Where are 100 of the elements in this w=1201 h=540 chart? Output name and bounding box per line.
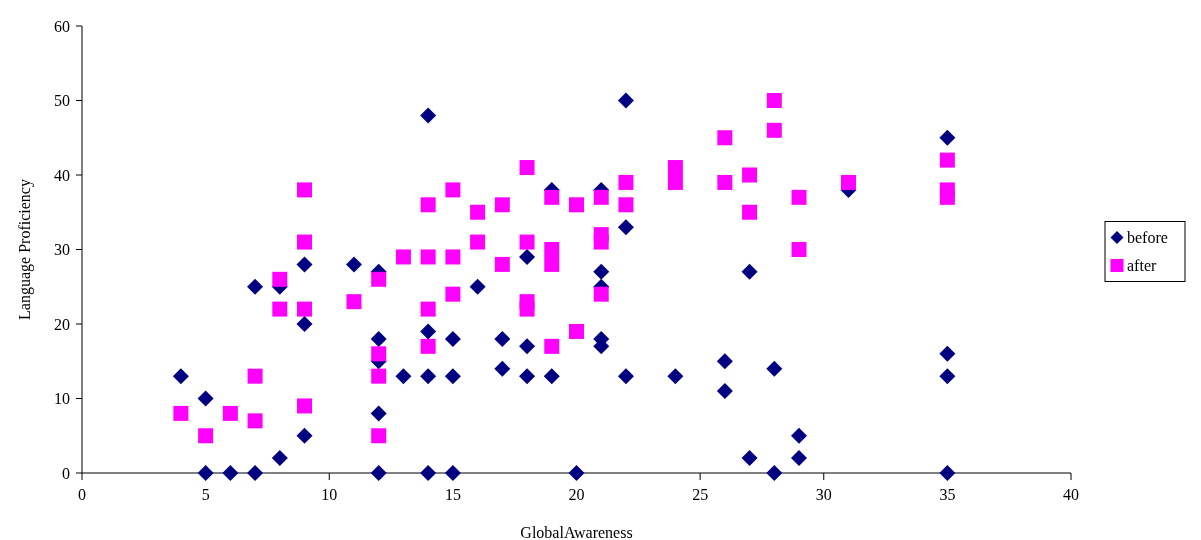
point [345,256,362,273]
point [222,465,239,481]
point [741,450,758,467]
point [197,465,214,481]
point [593,234,609,250]
point [173,405,189,421]
point [716,353,733,370]
point [840,174,856,190]
point [717,174,733,190]
point [741,263,758,280]
point [420,197,436,213]
y-tick-label: 0 [62,464,70,482]
point [543,368,560,385]
point [791,242,807,257]
point [593,286,609,302]
point [544,189,560,205]
point [420,301,436,317]
point [791,427,808,444]
point [766,93,782,108]
point [371,271,387,287]
point [247,465,264,481]
x-tick-label: 10 [321,486,338,503]
point [544,242,560,257]
point [222,405,238,421]
point [791,189,807,205]
point [939,189,955,205]
point [939,152,955,168]
point [197,390,214,407]
point [271,450,288,467]
y-tick-label: 50 [54,92,70,110]
point [296,316,313,332]
point [766,122,782,138]
point [617,92,634,109]
point [297,182,313,198]
point [444,330,461,347]
x-tick-label: 35 [939,486,956,503]
point [519,368,536,385]
x-tick-label: 40 [1063,486,1079,503]
point [420,323,437,340]
point [544,338,560,354]
point [420,338,436,354]
point [296,256,313,273]
point [247,278,264,295]
point [370,330,387,347]
point [469,278,486,295]
point [519,338,536,355]
x-tick-label: 25 [692,486,709,503]
point [272,301,288,317]
x-tick-label: 0 [78,486,86,503]
point [445,286,461,302]
x-tick-label: 30 [815,486,832,503]
y-tick-label: 30 [54,241,70,259]
point [297,234,313,250]
point [939,129,956,146]
point [494,360,511,377]
point [519,301,535,317]
point [939,368,956,385]
y-tick-label: 10 [54,390,70,408]
point [371,346,387,362]
point [618,174,634,190]
point [569,197,584,213]
point [444,465,461,481]
point [593,189,609,205]
point [470,204,486,220]
point [346,294,362,310]
point [766,360,783,377]
point [445,249,461,265]
point [494,256,510,272]
point [172,368,189,385]
point [519,248,536,265]
point [617,368,634,385]
x-axis-title: GlobalAwareness [520,524,633,540]
point [519,234,535,250]
y-tick-label: 60 [54,17,70,35]
point [371,428,387,444]
y-tick-label: 40 [54,166,70,184]
point [445,182,461,198]
legend-label: after [1127,257,1157,275]
point [939,465,956,481]
point [198,428,214,444]
point [791,450,808,467]
point [544,256,560,272]
point [742,204,758,220]
point [939,345,956,362]
point [296,427,313,444]
point [569,323,584,339]
y-axis-title: Language Proficiency [16,179,34,320]
point [519,160,535,176]
point [470,234,486,250]
point [247,368,263,384]
point [667,160,683,176]
point [667,368,684,385]
point [568,465,585,481]
point [247,413,263,429]
point [420,368,437,385]
point [395,249,411,265]
point [420,107,437,124]
legend-label: before [1127,229,1168,247]
point [297,398,313,414]
point [766,465,783,481]
